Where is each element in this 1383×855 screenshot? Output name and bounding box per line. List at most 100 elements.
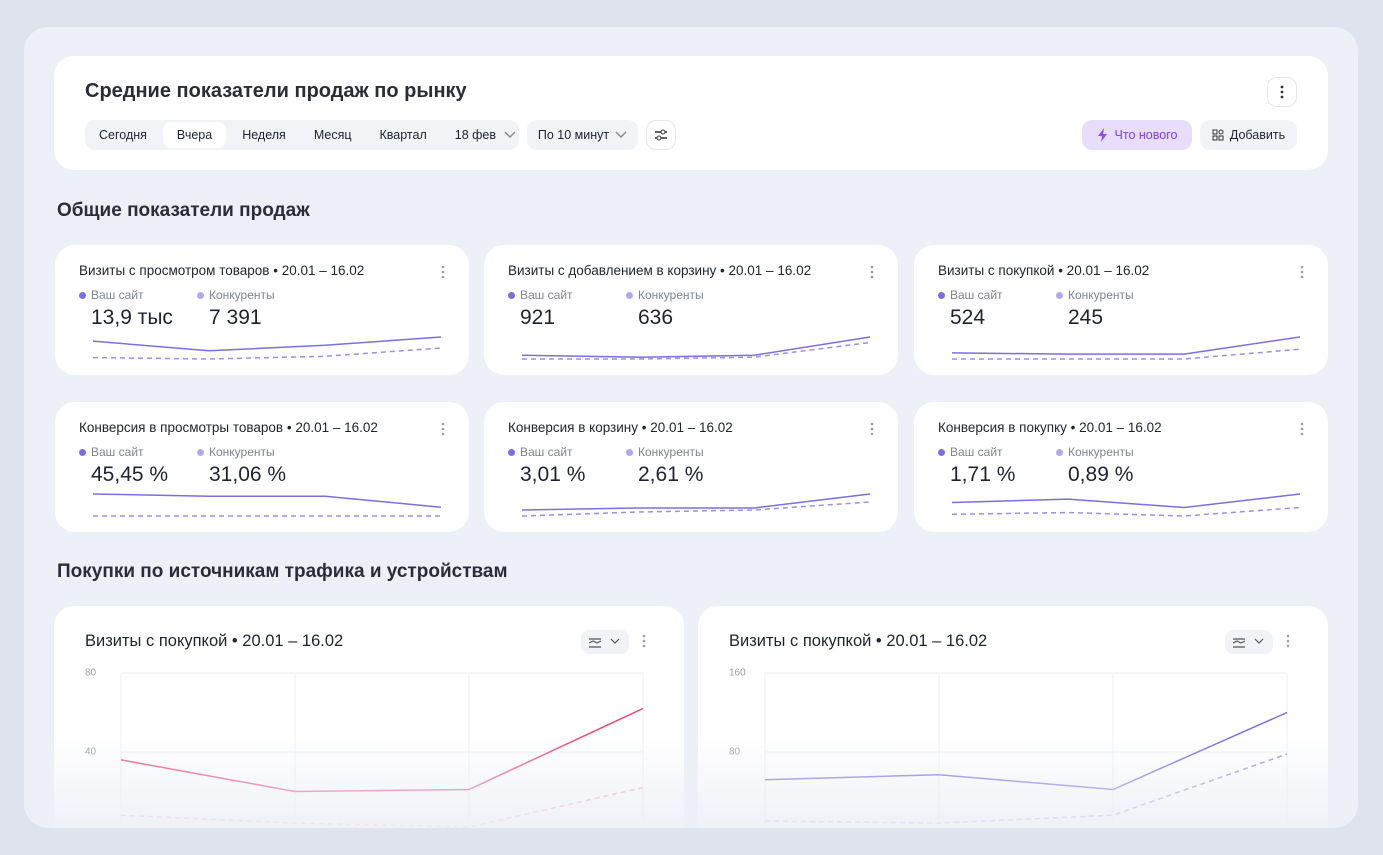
card-title: Визиты с покупкой • 20.01 – 16.02	[938, 263, 1150, 278]
sparkline-spark_site	[521, 493, 871, 511]
card-title: Визиты с просмотром товаров • 20.01 – 16…	[79, 263, 365, 278]
competitors-value: 245	[1068, 306, 1104, 329]
site-value: 1,71 %	[950, 463, 1016, 486]
tab[interactable]: Квартал	[379, 128, 427, 142]
kebab-dot	[1286, 639, 1290, 643]
metric-card: Конверсия в корзину • 20.01 – 16.02 Ваш с…	[484, 402, 898, 532]
legend-dot	[626, 448, 633, 456]
legend-site: Ваш сайт	[938, 445, 1003, 459]
menu-button[interactable]	[441, 422, 445, 436]
legend-label: Конкуренты	[638, 445, 704, 459]
metric-card: Конверсия в покупку • 20.01 – 16.02 Ваш с…	[914, 402, 1328, 532]
chevron	[615, 131, 627, 138]
sparkline-spark_competitors	[522, 341, 871, 360]
bolt-icon	[1097, 128, 1107, 142]
panel: Средние показатели продаж по рынку Сегод…	[24, 27, 1358, 828]
kebab-dot	[441, 422, 445, 426]
legend-site: Ваш сайт	[508, 445, 573, 459]
legend-competitors: Конкуренты	[1056, 445, 1134, 459]
competitors-value: 7 391	[209, 306, 262, 329]
sparkline	[521, 493, 871, 517]
card-title: Конверсия в покупку • 20.01 – 16.02	[938, 420, 1162, 435]
tab[interactable]: Сегодня	[99, 128, 147, 142]
kebab-dot	[1300, 432, 1304, 436]
icon-path	[589, 638, 620, 648]
add-label: Добавить	[1229, 128, 1286, 142]
menu-button[interactable]	[1300, 265, 1304, 279]
competitors-value: 636	[638, 306, 674, 329]
sparkline-spark_site	[951, 493, 1301, 509]
whats-new-button[interactable]: Что нового	[1082, 120, 1192, 150]
legend-dot	[197, 448, 204, 456]
legend-label: Конкуренты	[1068, 288, 1134, 302]
sparkline	[92, 493, 442, 517]
legend-label: Конкуренты	[1068, 445, 1134, 459]
tab[interactable]: Месяц	[313, 128, 352, 142]
kebab-icon	[1280, 85, 1284, 99]
y-tick-label: 160	[729, 668, 746, 679]
add-icon	[1212, 129, 1224, 141]
site-value: 921	[520, 306, 556, 329]
header-title: Средние показатели продаж по рынку	[85, 80, 467, 102]
whats-new-label: Что нового	[1114, 128, 1178, 142]
card-title: Конверсия в корзину • 20.01 – 16.02	[508, 420, 733, 435]
tab-bar	[85, 120, 519, 150]
kebab-dot	[1300, 270, 1304, 274]
kebab-dot	[441, 432, 445, 436]
legend-site: Ваш сайт	[508, 288, 573, 302]
sparkline	[92, 336, 442, 360]
legend-competitors: Конкуренты	[626, 288, 704, 302]
filter-button[interactable]	[646, 120, 676, 150]
chart-type-select[interactable]	[1225, 630, 1273, 654]
menu-button[interactable]	[441, 265, 445, 279]
y-tick-label: 80	[85, 668, 97, 679]
sparkline-spark_site	[92, 336, 442, 352]
menu-button[interactable]	[870, 422, 874, 436]
interval-select[interactable]: По 10 минут	[527, 120, 638, 150]
sparkline-spark_site	[521, 336, 871, 358]
chart-card: Визиты с покупкой • 20.01 – 16.02 80160	[698, 606, 1328, 828]
card-title: Визиты с добавлением в корзину • 20.01 –…	[508, 263, 812, 278]
kebab-dot	[1300, 422, 1304, 426]
kebab-dot	[870, 422, 874, 426]
site-value: 45,45 %	[91, 463, 169, 486]
chevron	[504, 131, 516, 138]
menu-button[interactable]	[1300, 422, 1304, 436]
kebab-dot	[1300, 427, 1304, 431]
menu-button[interactable]	[1286, 634, 1290, 648]
sparkline	[951, 336, 1301, 360]
legend-dot	[197, 291, 204, 299]
legend-label: Ваш сайт	[91, 445, 144, 459]
tab[interactable]: Неделя	[242, 128, 286, 142]
legend-label: Конкуренты	[209, 288, 275, 302]
legend-competitors: Конкуренты	[197, 288, 275, 302]
chart: 80160	[698, 668, 1328, 828]
kebab-dot	[1300, 275, 1304, 279]
legend-dot	[626, 291, 633, 299]
legend-label: Ваш сайт	[520, 288, 573, 302]
filter-icon	[655, 129, 667, 141]
kebab-dot	[870, 265, 874, 269]
kebab-dot	[642, 634, 646, 638]
menu-button[interactable]	[642, 634, 646, 648]
tab[interactable]: Вчера	[162, 122, 227, 148]
sparkline-spark_site	[951, 336, 1301, 355]
chart-card: Визиты с покупкой • 20.01 – 16.02 4080	[54, 606, 684, 828]
kebab-dot	[642, 644, 646, 648]
fade-overlay	[54, 736, 684, 828]
card-title: Конверсия в просмотры товаров • 20.01 – …	[79, 420, 378, 435]
metric-card: Визиты с просмотром товаров • 20.01 – 16…	[55, 245, 469, 375]
kebab-dot	[870, 275, 874, 279]
chart-type-select[interactable]	[581, 630, 629, 654]
menu-button[interactable]	[1267, 77, 1297, 107]
kebab-dot	[441, 275, 445, 279]
add-button[interactable]: Добавить	[1200, 120, 1297, 150]
date-select[interactable]: 18 фев	[441, 128, 530, 142]
legend-dot	[1056, 448, 1063, 456]
site-value: 13,9 тыс	[91, 306, 173, 329]
competitors-value: 31,06 %	[209, 463, 287, 486]
menu-button[interactable]	[870, 265, 874, 279]
legend-label: Конкуренты	[638, 288, 704, 302]
kebab-dot	[441, 265, 445, 269]
legend-label: Ваш сайт	[950, 288, 1003, 302]
